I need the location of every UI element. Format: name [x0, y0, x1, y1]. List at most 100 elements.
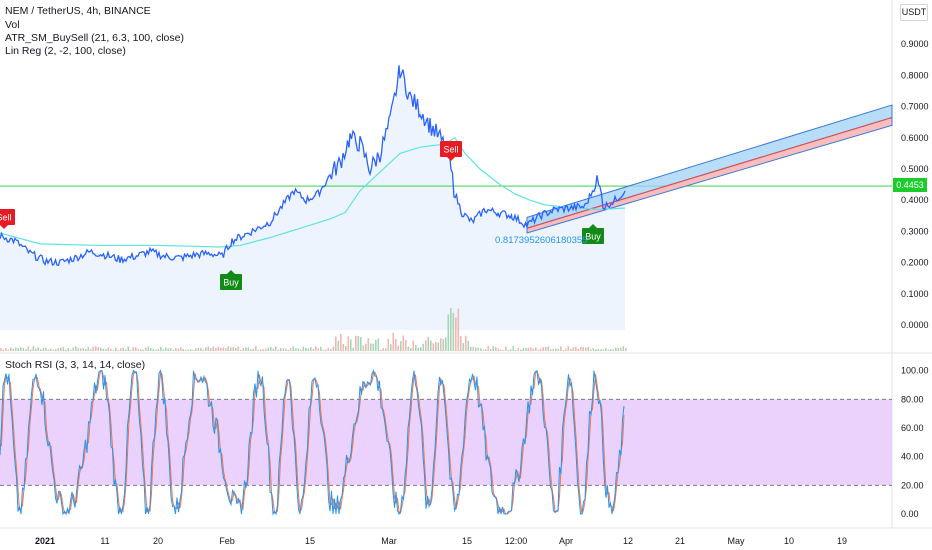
volume-bar [287, 349, 290, 351]
signal-pointer [447, 157, 455, 161]
volume-bar [72, 347, 75, 351]
volume-bar [37, 347, 40, 351]
volume-bar [35, 348, 37, 351]
linreg-mid-line [526, 117, 893, 229]
volume-bar [197, 347, 200, 351]
volume-bar [195, 348, 197, 351]
volume-bar [295, 348, 297, 351]
volume-bar [345, 345, 347, 351]
volume-bar [70, 349, 72, 351]
volume-bar [340, 333, 342, 351]
volume-bar [420, 347, 422, 351]
volume-bar [25, 349, 27, 351]
volume-bar [245, 347, 247, 351]
volume-bar [312, 349, 315, 351]
volume-bar [75, 346, 77, 351]
volume-bar [512, 346, 515, 351]
signal-label: Buy [585, 232, 601, 242]
volume-bar [507, 349, 510, 351]
volume-bar [15, 347, 17, 351]
volume-bar [137, 349, 140, 351]
volume-bar [242, 348, 245, 351]
rsi-tick-label: 20.00 [901, 480, 924, 490]
volume-bar [585, 347, 587, 351]
stoch-rsi-pane[interactable] [0, 369, 892, 516]
stoch-rsi-axis[interactable]: 100.00 80.00 60.00 40.00 20.00 0.00 [901, 366, 929, 519]
volume-bar [590, 349, 592, 351]
volume-bar [225, 348, 227, 351]
volume-bar [262, 349, 265, 351]
signal-sell: Sell [0, 209, 15, 229]
volume-bar [105, 349, 107, 351]
volume-bar [182, 348, 185, 351]
volume-bar [132, 347, 135, 351]
volume-bar [565, 348, 567, 351]
volume-bar [375, 339, 377, 351]
volume-bar [322, 349, 325, 351]
volume-bar [62, 346, 65, 351]
volume-bar [537, 349, 540, 351]
volume-bar [600, 349, 602, 351]
signal-label: Sell [443, 145, 458, 155]
volume-bar [125, 349, 127, 351]
volume-bar [90, 348, 92, 351]
volume-bar [390, 344, 392, 351]
volume-bar [620, 347, 622, 351]
signal-box [220, 274, 242, 290]
signal-box [440, 141, 462, 157]
volume-bar [387, 338, 390, 351]
volume-bar [227, 346, 230, 351]
rsi-tick-label: 0.00 [901, 509, 919, 519]
volume-bar [200, 347, 202, 351]
volume-bar [337, 340, 340, 351]
volume-bar [332, 346, 335, 351]
volume-bar [352, 347, 355, 351]
volume-bar [550, 349, 552, 351]
atr-legend[interactable]: ATR_SM_BuySell (21, 6.3, 100, close) [5, 32, 184, 44]
volume-bar [117, 349, 120, 351]
volume-legend[interactable]: Vol [5, 19, 20, 31]
price-axis[interactable]: 0.9000 0.8000 0.7000 0.6000 0.5000 0.4000 0.30… [901, 39, 929, 330]
atr-line [0, 136, 626, 248]
signal-pointer [227, 270, 235, 274]
volume-bar [50, 348, 52, 351]
time-axis[interactable]: 2021 11 20 Feb 15 Mar 15 12:00 Apr 12 21 May 10 19 [35, 536, 847, 546]
volume-bar [220, 347, 222, 351]
volume-bar [40, 349, 42, 351]
volume-bar [407, 346, 410, 351]
volume-bar [140, 349, 142, 351]
symbol-legend[interactable]: NEM / TetherUS, 4h, BINANCE [5, 5, 151, 17]
volume-bar [27, 346, 30, 351]
volume-bar [270, 346, 272, 351]
volume-bar [615, 347, 617, 351]
volume-bar [547, 346, 550, 351]
signal-buy: Buy [582, 224, 604, 244]
volume-bar [485, 349, 487, 351]
time-tick-label: 20 [153, 536, 163, 546]
volume-bar [570, 349, 572, 351]
volume-bar [282, 348, 285, 351]
volume-bar [240, 349, 242, 351]
volume-bar [530, 347, 532, 351]
time-tick-label: 10 [784, 536, 794, 546]
signal-box [582, 228, 604, 244]
volume-bar [605, 348, 607, 351]
linreg-legend[interactable]: Lin Reg (2, -2, 100, close) [5, 45, 126, 57]
volume-bar [372, 343, 375, 351]
volume-bar [185, 349, 187, 351]
price-pane[interactable]: Sell Buy Sell Buy [0, 65, 893, 351]
volume-bar [57, 348, 60, 351]
volume-bar [525, 348, 527, 351]
stoch-rsi-legend[interactable]: Stoch RSI (3, 3, 14, 14, close) [5, 359, 146, 371]
volume-bar [382, 348, 385, 351]
volume-bar [232, 346, 235, 351]
volume-bar [502, 349, 505, 351]
volume-bar [350, 339, 352, 351]
volume-bar [400, 340, 402, 351]
volume-bar [97, 347, 100, 351]
volume-bar [297, 348, 300, 351]
currency-button[interactable]: USDT [900, 4, 928, 21]
price-tick-label: 0.1000 [901, 289, 929, 299]
volume-bar [52, 349, 55, 351]
